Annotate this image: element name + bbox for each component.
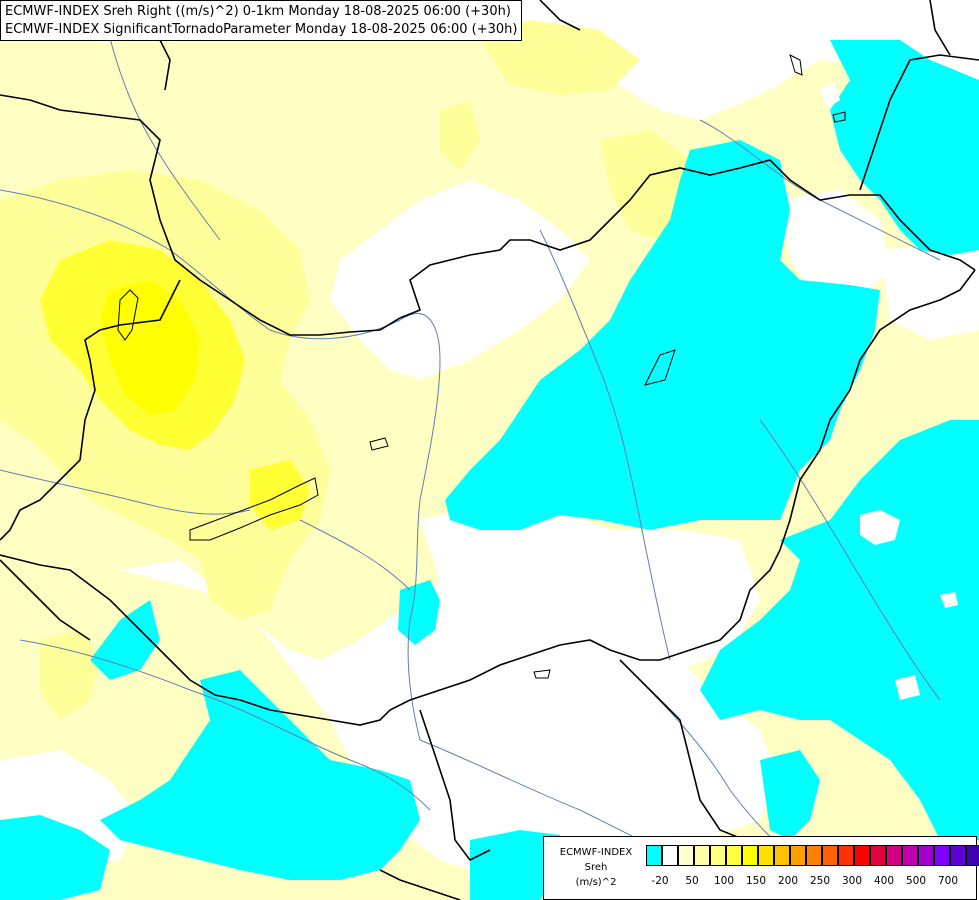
color-legend: ECMWF-INDEX Sreh (m/s)^2 -20 50 100 150 200 2… — [543, 836, 979, 900]
legend-swatch — [854, 845, 870, 866]
legend-swatch — [806, 845, 822, 866]
legend-swatch — [678, 845, 694, 866]
legend-swatch — [934, 845, 950, 866]
legend-swatch — [774, 845, 790, 866]
legend-tick-label: 50 — [685, 875, 699, 887]
legend-swatch — [870, 845, 886, 866]
title-stp: ECMWF-INDEX SignificantTornadoParameter … — [5, 22, 518, 37]
legend-swatch — [662, 845, 678, 866]
legend-swatch — [694, 845, 710, 866]
legend-swatch — [710, 845, 726, 866]
legend-swatch — [886, 845, 902, 866]
legend-tick-label: 300 — [841, 875, 863, 887]
legend-swatch — [646, 845, 662, 866]
legend-source: ECMWF-INDEX — [559, 847, 633, 858]
legend-swatch — [950, 845, 966, 866]
legend-swatch — [838, 845, 854, 866]
peak-sreh-area — [100, 280, 200, 415]
legend-swatch — [966, 845, 979, 866]
legend-swatch — [902, 845, 918, 866]
legend-tick-label: 150 — [745, 875, 767, 887]
legend-tick-label: 250 — [809, 875, 831, 887]
map-title-box: ECMWF-INDEX Sreh Right ((m/s)^2) 0-1km M… — [0, 0, 523, 41]
white-holes — [820, 82, 958, 700]
legend-tick-label: 200 — [777, 875, 799, 887]
legend-swatch — [742, 845, 758, 866]
legend-variable: Sreh — [584, 862, 608, 873]
lakes — [117, 54, 846, 679]
legend-tick-label: 400 — [873, 875, 895, 887]
legend-swatch — [790, 845, 806, 866]
legend-swatch — [726, 845, 742, 866]
legend-unit: (m/s)^2 — [575, 877, 617, 888]
negative-sreh-areas — [0, 40, 979, 900]
legend-tick-label: 500 — [905, 875, 927, 887]
title-sreh: ECMWF-INDEX Sreh Right ((m/s)^2) 0-1km M… — [5, 4, 511, 19]
legend-swatch — [822, 845, 838, 866]
legend-tick-label: 100 — [713, 875, 735, 887]
legend-swatch — [918, 845, 934, 866]
legend-swatch — [758, 845, 774, 866]
legend-tick-label: 700 — [937, 875, 959, 887]
legend-tick-label: -20 — [651, 875, 669, 887]
